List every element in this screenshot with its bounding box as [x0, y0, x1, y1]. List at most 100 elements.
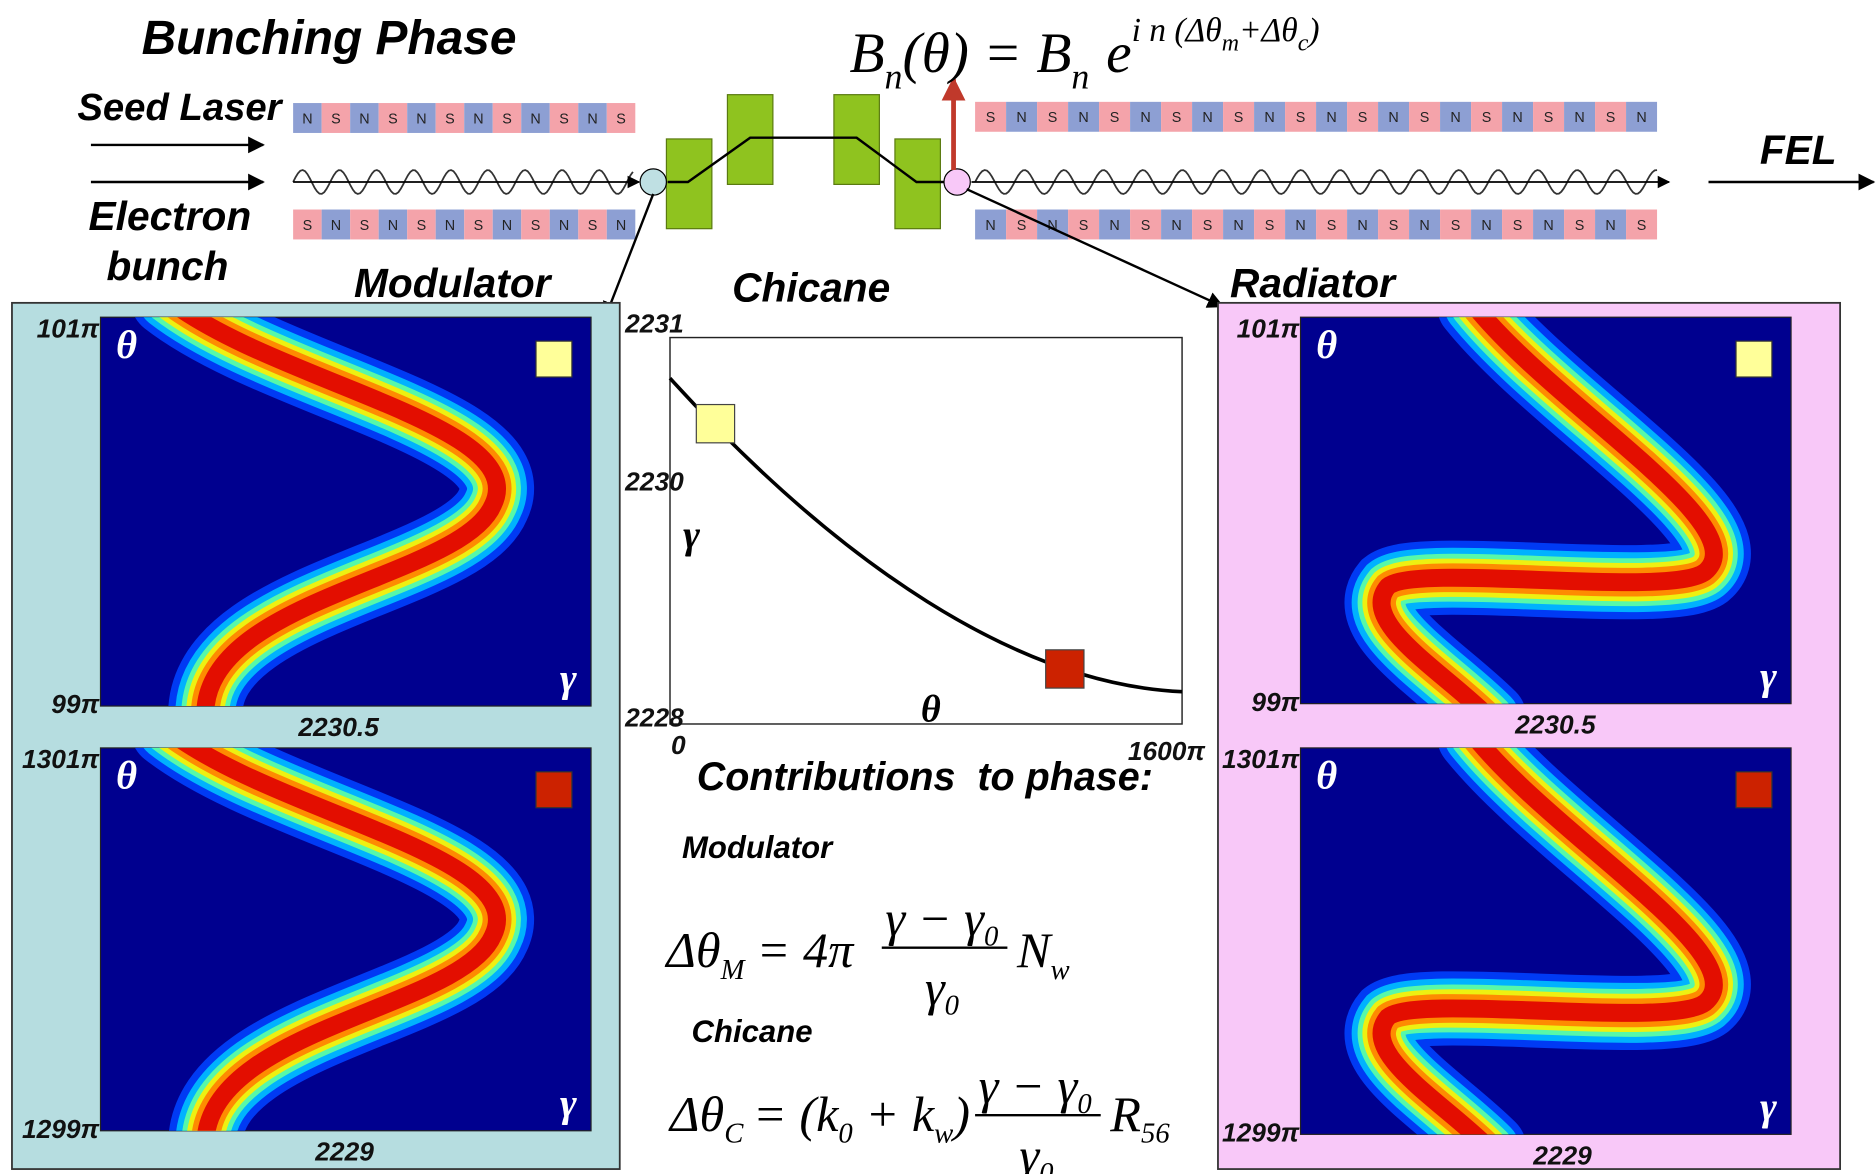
tick-label: 2231 — [624, 309, 684, 339]
pole-label: N — [302, 111, 312, 127]
label: bunch — [107, 243, 229, 289]
pole-label: S — [331, 111, 341, 127]
text-part: e — [1106, 22, 1131, 85]
axis-label: γ — [683, 512, 700, 557]
marker — [536, 772, 572, 808]
marker — [1736, 341, 1772, 377]
text-part: γ — [925, 960, 946, 1016]
pole-label: N — [416, 111, 426, 127]
pole-label: N — [1450, 110, 1460, 126]
label: Chicane — [692, 1014, 813, 1049]
text-part: N — [1016, 922, 1053, 978]
pole-label: N — [1140, 110, 1150, 126]
svg-text:γ − γ0: γ − γ0 — [885, 891, 998, 953]
gamma-symbol: γ — [560, 656, 577, 701]
gamma-symbol: γ — [560, 1080, 577, 1125]
label: Modulator — [682, 830, 834, 865]
text-part: i n (Δθ — [1132, 12, 1222, 49]
text-part: C — [724, 1118, 744, 1150]
tick-label: 1299π — [22, 1114, 100, 1144]
pole-label: S — [303, 218, 313, 234]
pole-label: S — [445, 111, 455, 127]
plot-area — [670, 338, 1182, 724]
pole-label: N — [1326, 110, 1336, 126]
pole-label: N — [1543, 218, 1553, 234]
svg-text:ΔθM= 4π: ΔθM= 4π — [664, 922, 855, 986]
text-part: = 4π — [756, 922, 855, 978]
label: FEL — [1760, 127, 1837, 173]
text-part: B — [849, 22, 884, 85]
tick-label: 2230 — [624, 467, 684, 497]
text-part: n — [885, 57, 903, 97]
pole-label: S — [1079, 218, 1089, 234]
label: Electron — [89, 193, 252, 239]
pole-label: N — [530, 111, 540, 127]
pole-label: S — [986, 110, 996, 126]
chicane-magnets — [666, 95, 940, 229]
title: Bunching Phase — [142, 12, 517, 65]
tick-label: 0 — [671, 730, 686, 760]
svg-text:ΔθC= (k0 + kw): ΔθC= (k0 + kw) — [668, 1086, 970, 1150]
pole-label: S — [1327, 218, 1337, 234]
undulators: N S N S N S N S N S N S S N S N S N S N S N S N S N S N S N S N S N S N S N S N… — [293, 102, 1657, 240]
text-part: γ − γ — [885, 891, 985, 947]
pole-label: N — [1388, 110, 1398, 126]
text-part: M — [720, 954, 747, 986]
heading: Contributions to phase: — [697, 755, 1153, 799]
text-part: R — [1109, 1086, 1141, 1142]
pole-label: S — [474, 218, 484, 234]
tick-label: 1301π — [1222, 744, 1300, 774]
tick-label: 2229 — [314, 1137, 374, 1167]
text-part: (θ) = B — [902, 22, 1071, 85]
gamma-symbol: γ — [1760, 653, 1777, 698]
svg-text:γ − γ0: γ − γ0 — [979, 1058, 1092, 1120]
text-part: 0 — [945, 990, 959, 1022]
tick-label: 2228 — [624, 702, 684, 732]
section-label: Chicane — [732, 265, 890, 311]
pole-label: S — [1296, 110, 1306, 126]
pole-label: N — [587, 111, 597, 127]
pole-label: S — [559, 111, 569, 127]
point — [944, 169, 970, 195]
tick-label: 2230.5 — [297, 712, 379, 742]
pole-label: N — [1202, 110, 1212, 126]
text-part: c — [1298, 30, 1309, 56]
pole-label: N — [1078, 110, 1088, 126]
pole-label: S — [588, 218, 598, 234]
pole-label: S — [1420, 110, 1430, 126]
pole-label: N — [1171, 218, 1181, 234]
pole-label: S — [1389, 218, 1399, 234]
pole-label: S — [1575, 218, 1585, 234]
svg-text:γ0: γ0 — [1019, 1128, 1053, 1174]
marker — [536, 341, 572, 377]
pole-label: N — [1636, 110, 1646, 126]
pole-label: S — [502, 111, 512, 127]
pole-label: N — [1481, 218, 1491, 234]
pole-label: S — [417, 218, 427, 234]
pole-label: N — [1109, 218, 1119, 234]
pole-label: N — [445, 218, 455, 234]
pole-label: S — [1172, 110, 1182, 126]
pole-label: S — [616, 111, 626, 127]
pole-label: N — [473, 111, 483, 127]
pole-label: S — [1234, 110, 1244, 126]
theta-symbol: θ — [116, 753, 137, 798]
text-part: w — [1050, 954, 1069, 986]
point — [640, 169, 666, 195]
text-part: Δθ — [668, 1086, 724, 1142]
text-part: = (k — [753, 1086, 840, 1142]
text-part: 56 — [1141, 1118, 1170, 1150]
svg-text:Nw: Nw — [1016, 922, 1070, 986]
equation: Bn(θ) = Bnei n (Δθm+Δθc) — [849, 12, 1319, 97]
pole-label: N — [1574, 110, 1584, 126]
pole-label: N — [1419, 218, 1429, 234]
pole-label: S — [1451, 218, 1461, 234]
pole-label: S — [531, 218, 541, 234]
text-part: 0 — [1039, 1157, 1053, 1174]
pole-label: S — [388, 111, 398, 127]
pole-label: S — [1544, 110, 1554, 126]
pole-label: S — [1513, 218, 1523, 234]
diagram: Bunching Phase Seed Laser Electron bunch… — [0, 0, 1876, 1174]
pole-label: N — [1295, 218, 1305, 234]
svg-text:γ0: γ0 — [925, 960, 959, 1022]
